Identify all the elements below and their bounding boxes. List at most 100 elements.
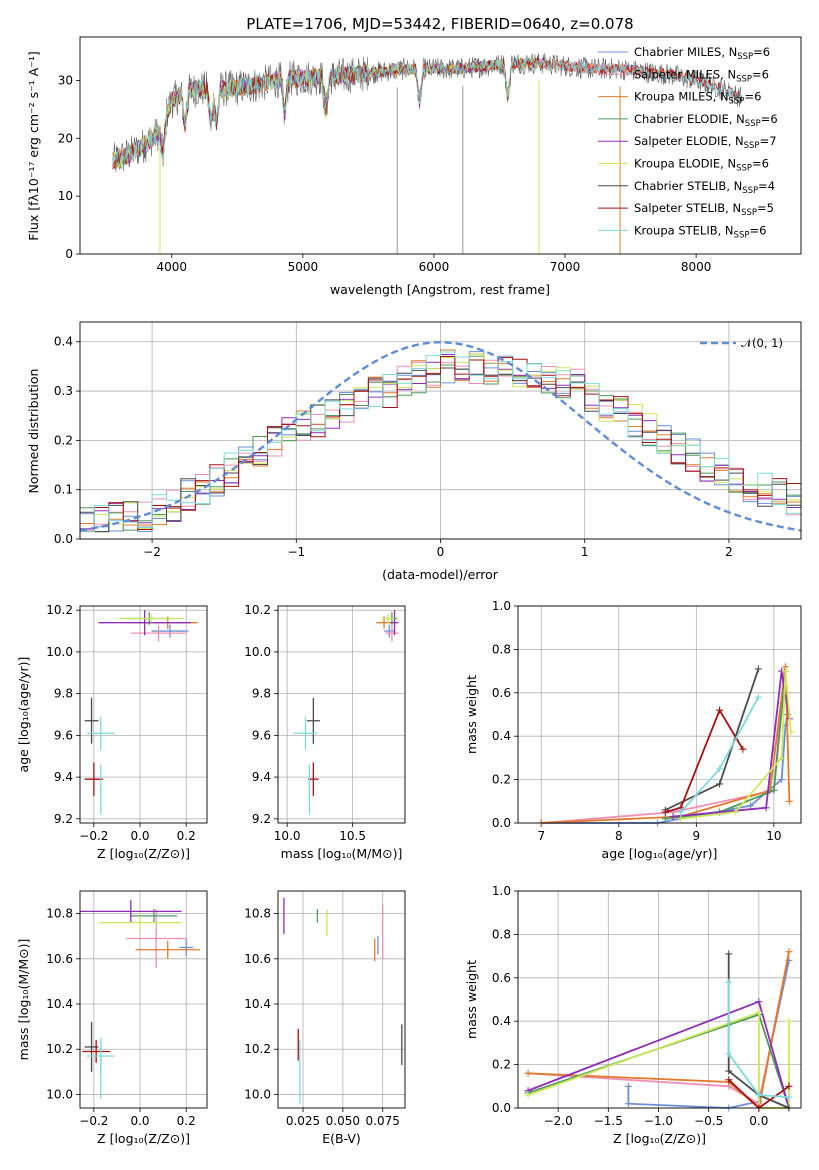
axes-frame xyxy=(517,605,802,824)
x-tick-label: −2 xyxy=(143,545,161,559)
mass-weight-marker xyxy=(747,802,755,810)
mass-weight-marker xyxy=(778,754,786,762)
y-tick-label: 0.8 xyxy=(492,927,511,941)
mass-weight-marker xyxy=(785,1017,793,1025)
legend-count: =6 xyxy=(749,223,766,237)
x-axis-label: Z [log₁₀(Z/Z⊙)] xyxy=(613,1131,706,1146)
x-axis-label: mass [log₁₀(M/M⊙)] xyxy=(281,846,403,861)
mass-weight-marker xyxy=(669,812,677,820)
spectrum-series-line xyxy=(112,57,539,166)
mass-weight-marker xyxy=(754,693,762,701)
x-tick-label: −0.2 xyxy=(79,1114,108,1128)
mass-weight-marker xyxy=(524,1069,532,1077)
legend-count: =6 xyxy=(752,157,769,171)
x-tick-label: −1.5 xyxy=(594,1114,623,1128)
axes-frame xyxy=(277,605,406,824)
x-tick-label: 10.0 xyxy=(274,829,301,843)
y-tick-label: 10.2 xyxy=(244,1042,271,1056)
age-vs-z-panel: −0.2 0.0 0.2 9.2 9.4 9.6 9.8 10.0 10.2 Z [log₁₀(Z… xyxy=(16,603,208,861)
legend-count: =6 xyxy=(761,112,778,126)
x-tick-label: 8000 xyxy=(681,260,712,274)
x-tick-label: 0.2 xyxy=(177,829,196,843)
y-tick-label: 0.0 xyxy=(54,532,73,546)
x-tick-label: −0.2 xyxy=(79,829,108,843)
axes-frame xyxy=(79,605,208,824)
mass-weight-line xyxy=(665,708,744,813)
y-tick-label: 10.0 xyxy=(46,1087,73,1101)
x-tick-label: 7000 xyxy=(550,260,581,274)
y-tick-label: 0.4 xyxy=(54,335,73,349)
y-tick-label: 9.6 xyxy=(54,728,73,742)
x-tick-label: 6000 xyxy=(419,260,450,274)
y-tick-label: 0.1 xyxy=(54,483,73,497)
y-tick-label: 10.0 xyxy=(244,645,271,659)
x-tick-label: 0.025 xyxy=(286,1114,320,1128)
x-tick-label: 2 xyxy=(725,545,733,559)
spectrum-xlabel: wavelength [Angstrom, rest frame] xyxy=(330,282,550,297)
mass-weight-line xyxy=(680,696,760,813)
mass-weight-marker xyxy=(677,815,685,823)
y-tick-label: 10.2 xyxy=(46,1042,73,1056)
mass-weight-marker xyxy=(661,808,669,816)
histogram-legend: 𝒩(0, 1) xyxy=(700,336,783,350)
mass-weight-marker xyxy=(624,1082,632,1090)
spectrum-series-line xyxy=(112,56,743,167)
legend-count: =6 xyxy=(753,45,770,59)
x-tick-label: 0.2 xyxy=(177,1114,196,1128)
y-tick-label: 10.2 xyxy=(244,603,271,617)
y-tick-label: 10.0 xyxy=(46,645,73,659)
mass-weight-marker xyxy=(762,804,770,812)
legend-count: =4 xyxy=(758,179,775,193)
legend-label: Chabrier ELODIE, NSSP=6 xyxy=(634,112,778,129)
x-tick-label: 8 xyxy=(615,829,623,843)
mass-weight-marker xyxy=(661,815,669,823)
x-tick-label: −1 xyxy=(287,545,305,559)
gauss-curve xyxy=(79,340,802,532)
mass-weight-marker xyxy=(785,948,793,956)
legend-label: Salpeter ELODIE, NSSP=7 xyxy=(634,134,777,151)
x-tick-label: 10 xyxy=(766,829,781,843)
spectrum-axes-frame xyxy=(79,36,802,255)
mass-weight-marker xyxy=(755,1091,763,1099)
mass-weight-marker xyxy=(524,1091,532,1099)
x-tick-label: 1 xyxy=(581,545,589,559)
x-tick-label: 0 xyxy=(437,545,445,559)
y-tick-label: 0.6 xyxy=(492,971,511,985)
mass-weight-marker xyxy=(624,1100,632,1108)
mass-weight-marker xyxy=(787,728,795,736)
legend-label: Kroupa MILES, NSSP=6 xyxy=(634,90,761,107)
legend-subscript: SSP xyxy=(736,164,752,174)
x-tick-label: −1.0 xyxy=(644,1114,673,1128)
y-tick-label: 10.8 xyxy=(46,907,73,921)
gauss-legend-label: 𝒩(0, 1) xyxy=(741,336,783,350)
legend-subscript: SSP xyxy=(734,230,750,240)
x-tick-label: 0.0 xyxy=(130,829,149,843)
y-axis-label: mass weight xyxy=(464,960,479,1039)
x-tick-label: 0.0 xyxy=(130,1114,149,1128)
y-tick-label: 9.8 xyxy=(252,687,271,701)
y-tick-label: 10.4 xyxy=(244,997,271,1011)
y-tick-label: 9.8 xyxy=(54,687,73,701)
y-tick-label: 10.2 xyxy=(46,603,73,617)
spectrum-title: PLATE=1706, MJD=53442, FIBERID=0640, z=0… xyxy=(246,15,633,33)
x-tick-label: −0.5 xyxy=(694,1114,723,1128)
mass-weight-marker xyxy=(785,1093,793,1101)
legend-label: Kroupa ELODIE, NSSP=6 xyxy=(634,157,769,174)
y-tick-label: 10.4 xyxy=(46,997,73,1011)
y-tick-label: 0.0 xyxy=(492,816,511,830)
legend-subscript: SSP xyxy=(745,119,761,129)
x-axis-label: Z [log₁₀(Z/Z⊙)] xyxy=(97,846,190,861)
legend-label: Salpeter MILES, NSSP=6 xyxy=(634,67,769,84)
x-axis-label: Z [log₁₀(Z/Z⊙)] xyxy=(97,1131,190,1146)
y-tick-label: 0 xyxy=(65,247,73,261)
y-axis-label: mass weight xyxy=(464,675,479,754)
spectrum-legend: Chabrier MILES, NSSP=6 Salpeter MILES, NS… xyxy=(598,45,778,240)
mass-weight-marker xyxy=(778,776,786,784)
y-tick-label: 0.2 xyxy=(54,433,73,447)
legend-subscript: SSP xyxy=(744,141,760,151)
mass-weight-line xyxy=(727,982,790,1099)
y-tick-label: 0.8 xyxy=(492,642,511,656)
mass-weight-marker xyxy=(770,786,778,794)
x-tick-label: 9 xyxy=(693,829,701,843)
